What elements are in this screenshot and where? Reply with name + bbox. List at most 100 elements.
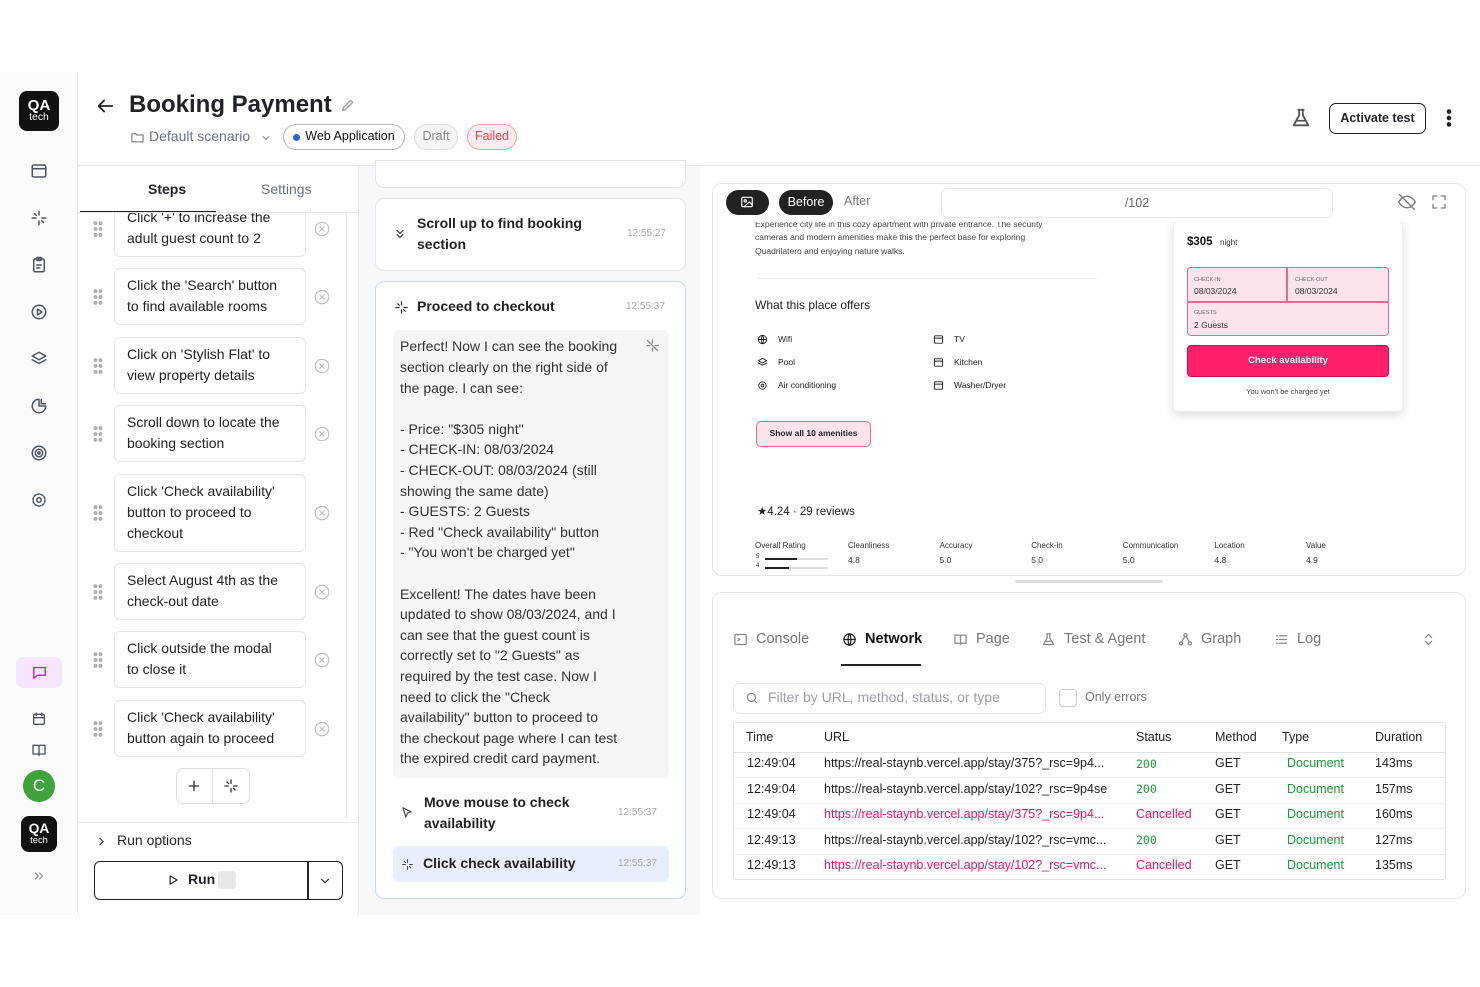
tab-icon-part (842, 632, 856, 646)
drag-handle-part (98, 583, 103, 588)
h-scrollbar (1015, 580, 1163, 583)
cell: GET (1215, 756, 1241, 771)
tab-icon-part (736, 637, 740, 641)
rating-bar-fill (765, 567, 789, 569)
tab-underline (841, 664, 921, 666)
drag-handle-part (93, 300, 98, 305)
search-icon (746, 692, 758, 704)
avatar[interactable]: C (23, 770, 55, 802)
drag-handle-part (98, 516, 103, 521)
network-table (733, 722, 1446, 880)
column-header: Status (1136, 730, 1172, 745)
check-availability[interactable]: Check availability (1187, 345, 1389, 377)
step-card[interactable] (114, 268, 306, 325)
drag-handle-part (93, 663, 98, 668)
remove-step (314, 505, 330, 521)
amenity-icon-part (757, 362, 767, 366)
column-header: Method (1215, 730, 1257, 745)
filter-placeholder: Filter by URL, method, status, or type (768, 689, 1000, 706)
hide-icon-part (645, 338, 659, 352)
image-icon-part (743, 201, 753, 208)
tab-icon (842, 632, 856, 646)
scenario-dropdown-part (262, 136, 270, 140)
filter-input[interactable] (733, 683, 1046, 714)
drag-handle-part (93, 720, 98, 725)
hide-preview-part (1398, 193, 1416, 211)
drag-handle-part (93, 726, 98, 731)
step-card[interactable] (114, 474, 306, 552)
message-line: the page. I can see: (400, 379, 523, 396)
message-line: can see that the guest count is (400, 626, 590, 643)
fullscreen (1432, 195, 1446, 209)
drag-handle-part (98, 732, 103, 737)
drag-handle (93, 288, 103, 305)
drag-handle-part (98, 232, 103, 237)
column-header: URL (824, 730, 850, 745)
amenity-icon (757, 357, 767, 366)
header-border (78, 165, 1480, 166)
activate-button[interactable]: Activate test (1329, 103, 1426, 134)
image-toggle[interactable] (726, 190, 769, 215)
cell: 200 (1136, 756, 1157, 771)
step-card[interactable] (114, 631, 306, 688)
drag-handle (93, 425, 103, 442)
cell: Cancelled (1136, 858, 1192, 873)
drag-handle-part (93, 294, 98, 299)
tab-icon-part (1042, 632, 1054, 645)
rating-bar-fill (765, 558, 797, 560)
remove-step-part (319, 430, 325, 437)
step-icon-part (402, 807, 412, 818)
message-line: updated to show 08/03/2024, and I (400, 606, 616, 623)
devtools-tab: Log (1297, 631, 1322, 647)
add-icon-part (188, 780, 200, 792)
mode-before[interactable]: Before (779, 190, 833, 215)
drag-handle-part (98, 437, 103, 442)
amenity-icon-part (757, 357, 767, 363)
step-text: checkout (127, 525, 184, 542)
tag: Failed (467, 124, 517, 150)
reviews: ★4.24 · 29 reviews (757, 505, 855, 518)
drag-handle-part (98, 726, 103, 731)
image-icon (741, 196, 753, 208)
step-card[interactable] (114, 563, 306, 620)
drag-handle (93, 720, 103, 737)
nav-icon-part (31, 164, 47, 178)
remove-step (314, 652, 330, 667)
add-step[interactable] (176, 768, 250, 804)
step-icon-part (396, 229, 404, 239)
message-line: need to click the "Check (400, 688, 550, 705)
drag-handle-part (93, 732, 98, 737)
amenity-icon-part (933, 357, 943, 367)
show-all-button[interactable]: Show all 10 amenities (756, 421, 871, 447)
description: Experience city life in this cozy apartm… (755, 222, 1043, 229)
checkbox[interactable] (1059, 689, 1077, 707)
step-text: Click on 'Stylish Flat' to (127, 346, 271, 363)
remove-step-part (319, 293, 325, 300)
step-card[interactable] (114, 700, 306, 757)
step-card[interactable] (114, 337, 306, 394)
cell: 135ms (1375, 858, 1413, 873)
step-card[interactable] (114, 405, 306, 462)
step-card[interactable] (114, 213, 306, 257)
message-line: - GUESTS: 2 Guests (400, 503, 530, 520)
amenity-icon (933, 380, 943, 390)
step-text: adult guest count to 2 (127, 230, 261, 247)
drag-handle (93, 357, 103, 374)
tab-icon-part (1180, 635, 1190, 643)
rating-label: Communication (1122, 541, 1179, 551)
remove-step (314, 289, 330, 304)
cell: 12:49:04 (747, 781, 796, 796)
tab: Settings (261, 181, 312, 198)
lab-icon-part (1292, 108, 1310, 127)
drag-handle-part (98, 657, 103, 662)
amenity-icon (757, 380, 767, 390)
chat-title: availability (424, 815, 496, 832)
back-button-part (97, 99, 114, 113)
cell: 12:49:13 (747, 832, 796, 847)
description: cameras and modern amenities make this t… (755, 232, 1026, 243)
step-icon (394, 300, 408, 314)
tag-label: Failed (474, 129, 510, 143)
nav-icon (31, 304, 47, 320)
chat-title: Proceed to checkout (417, 298, 555, 315)
